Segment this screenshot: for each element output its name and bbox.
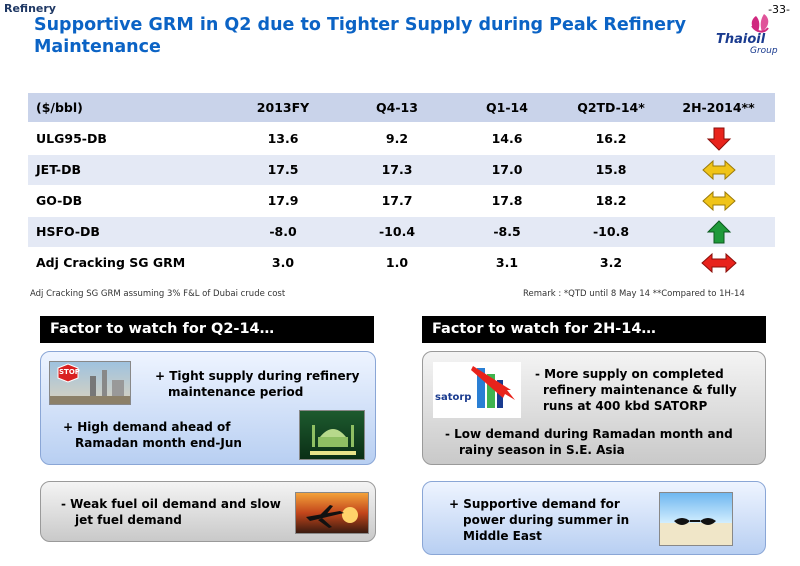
- crack-spread-table: ($/bbl) 2013FY Q4-13 Q1-14 Q2TD-14* 2H-2…: [28, 93, 775, 279]
- factor-text-line: Middle East: [463, 529, 542, 543]
- factor-text-line: - Weak fuel oil demand and slow: [61, 497, 281, 511]
- arrow-both-ways-icon: [700, 252, 737, 273]
- factor-text-line: refinery maintenance & fully: [543, 383, 737, 397]
- logo-text: Thaioil: [716, 32, 766, 47]
- cell-value: 16.2: [560, 123, 662, 155]
- cell-value: 9.2: [340, 123, 454, 155]
- col-header-q4-13: Q4-13: [340, 93, 454, 124]
- airplane-sunset-image: [295, 492, 369, 534]
- summer-beach-image: [659, 492, 733, 546]
- row-label: GO-DB: [28, 185, 226, 217]
- ramadan-image: [299, 410, 365, 460]
- factor-text-line: jet fuel demand: [75, 513, 182, 527]
- factor-text-line: rainy season in S.E. Asia: [459, 443, 625, 457]
- refinery-stop-image: STOP: [49, 361, 131, 405]
- factor-text-line: Ramadan month end-Jun: [75, 436, 242, 450]
- table-row: GO-DB 17.9 17.7 17.8 18.2: [28, 185, 775, 217]
- table-row: JET-DB 17.5 17.3 17.0 15.8: [28, 154, 775, 186]
- factor-text-line: runs at 400 kbd SATORP: [543, 399, 708, 413]
- table-row: HSFO-DB -8.0 -10.4 -8.5 -10.8: [28, 216, 775, 248]
- table-footnote: Adj Cracking SG GRM assuming 3% F&L of D…: [30, 289, 286, 299]
- col-header-2013fy: 2013FY: [226, 93, 340, 124]
- factor-text-line: power during summer in: [463, 513, 630, 527]
- 2h-factor-box-positive: + Supportive demand for power during sum…: [422, 481, 766, 555]
- factor-text-line: + Supportive demand for: [449, 497, 620, 511]
- sunglasses-icon: [660, 518, 732, 545]
- cell-value: 3.1: [454, 247, 560, 279]
- factor-text-line: + Tight supply during refinery: [155, 369, 360, 383]
- cell-value: 14.6: [454, 123, 560, 155]
- col-header-2h-2014: 2H-2014**: [662, 93, 775, 124]
- factor-text-line: maintenance period: [168, 385, 304, 399]
- q2-factor-box-negative: - Weak fuel oil demand and slow jet fuel…: [40, 481, 376, 542]
- cell-value: 15.8: [560, 154, 662, 186]
- stop-sign-text: STOP: [59, 368, 80, 376]
- cell-value: -10.4: [340, 216, 454, 248]
- cell-value: -10.8: [560, 216, 662, 248]
- row-label: HSFO-DB: [28, 216, 226, 248]
- cell-value: 13.6: [226, 123, 340, 155]
- thaioil-logo: Thaioil Group: [698, 12, 794, 64]
- refinery-icon: [50, 363, 130, 404]
- table-header-row: ($/bbl) 2013FY Q4-13 Q1-14 Q2TD-14* 2H-2…: [28, 93, 775, 124]
- col-header-q1-14: Q1-14: [454, 93, 560, 124]
- factor-text-line: - Low demand during Ramadan month and: [445, 427, 733, 441]
- factor-text-line: + High demand ahead of: [63, 420, 231, 434]
- outlook-cell: [662, 216, 775, 248]
- row-label: JET-DB: [28, 154, 226, 186]
- arrow-down-icon: [706, 127, 731, 151]
- logo-subtext: Group: [750, 46, 778, 56]
- 2h-factor-box-negative: satorp - More supply on completed refine…: [422, 351, 766, 465]
- cell-value: 17.8: [454, 185, 560, 217]
- table-row: ULG95-DB 13.6 9.2 14.6 16.2: [28, 123, 775, 155]
- cell-value: 3.2: [560, 247, 662, 279]
- arrow-sideways-icon: [701, 190, 736, 211]
- left-panel-header: Factor to watch for Q2-14…: [40, 316, 374, 343]
- orchid-icon: [751, 14, 769, 33]
- row-label: Adj Cracking SG GRM: [28, 247, 226, 279]
- cell-value: 17.9: [226, 185, 340, 217]
- table-row: Adj Cracking SG GRM 3.0 1.0 3.1 3.2: [28, 247, 775, 279]
- cell-value: -8.0: [226, 216, 340, 248]
- outlook-cell: [662, 247, 775, 279]
- col-header-unit: ($/bbl): [28, 93, 226, 124]
- cell-value: 17.3: [340, 154, 454, 186]
- cell-value: 17.5: [226, 154, 340, 186]
- outlook-cell: [662, 123, 775, 155]
- page-number: -33-: [768, 3, 790, 16]
- cell-value: 17.7: [340, 185, 454, 217]
- satorp-label: satorp: [435, 392, 472, 403]
- arrow-up-icon: [706, 219, 731, 243]
- col-header-q2td-14: Q2TD-14*: [560, 93, 662, 124]
- cell-value: 17.0: [454, 154, 560, 186]
- page-title: Supportive GRM in Q2 due to Tighter Supp…: [34, 15, 687, 57]
- outlook-cell: [662, 154, 775, 186]
- factor-text-line: - More supply on completed: [535, 367, 724, 381]
- row-label: ULG95-DB: [28, 123, 226, 155]
- arrow-sideways-icon: [701, 159, 736, 180]
- outlook-cell: [662, 185, 775, 217]
- table-remark: Remark : *QTD until 8 May 14 **Compared …: [523, 289, 745, 299]
- airplane-icon: [306, 505, 358, 528]
- satorp-icon: [471, 366, 515, 408]
- cell-value: 18.2: [560, 185, 662, 217]
- satorp-logo: satorp: [433, 362, 521, 418]
- q2-factor-box-positive: STOP + Tight supply during refinery main…: [40, 351, 376, 465]
- right-panel-header: Factor to watch for 2H-14…: [422, 316, 766, 343]
- section-label: Refinery: [4, 2, 56, 15]
- cell-value: -8.5: [454, 216, 560, 248]
- cell-value: 1.0: [340, 247, 454, 279]
- mosque-icon: [310, 425, 356, 455]
- cell-value: 3.0: [226, 247, 340, 279]
